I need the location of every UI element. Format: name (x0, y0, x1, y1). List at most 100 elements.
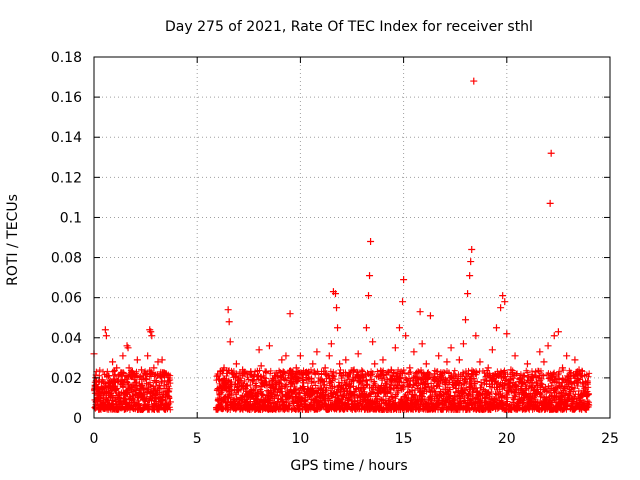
data-point (220, 364, 228, 372)
data-point (115, 390, 123, 398)
data-point (113, 364, 121, 372)
data-point (292, 364, 300, 372)
data-point (135, 380, 143, 388)
data-point (152, 378, 160, 386)
data-point (282, 352, 290, 360)
data-point (447, 344, 455, 352)
data-point (366, 272, 374, 280)
data-point (571, 356, 579, 364)
data-point (470, 77, 478, 85)
data-point (547, 149, 555, 157)
data-point (426, 312, 434, 320)
data-point (391, 344, 399, 352)
data-point (228, 370, 236, 378)
data-point (468, 246, 476, 254)
data-point (305, 370, 313, 378)
data-point (331, 290, 339, 298)
y-tick-label: 0 (73, 411, 82, 427)
data-point (346, 382, 354, 390)
data-point (567, 378, 575, 386)
data-point (338, 372, 346, 380)
data-point (214, 372, 222, 380)
data-point (507, 366, 515, 374)
x-tick-label: 10 (291, 431, 309, 447)
data-point (117, 370, 125, 378)
data-point (133, 356, 141, 364)
data-point (94, 384, 102, 392)
data-point (142, 370, 150, 378)
data-point (127, 384, 135, 392)
data-point (499, 292, 507, 300)
data-point (274, 372, 282, 380)
data-point (265, 342, 273, 350)
data-point (575, 366, 583, 374)
y-tick-label: 0.18 (51, 50, 82, 66)
data-point (222, 384, 230, 392)
y-tick-label: 0.08 (51, 251, 82, 267)
data-point (336, 360, 344, 368)
y-tick-label: 0.1 (60, 210, 82, 226)
data-point (162, 370, 170, 378)
data-point (296, 352, 304, 360)
data-point (544, 342, 552, 350)
data-point (480, 376, 488, 384)
data-point (317, 376, 325, 384)
data-point (230, 386, 238, 394)
data-point (583, 390, 591, 398)
y-tick-label: 0.14 (51, 130, 82, 146)
data-point (218, 378, 226, 386)
data-point (261, 378, 269, 386)
data-point (107, 382, 115, 390)
data-point (270, 384, 278, 392)
data-point (379, 356, 387, 364)
x-tick-label: 20 (498, 431, 516, 447)
x-tick-labels: 0 5 10 15 20 25 (90, 431, 619, 447)
data-point (540, 358, 548, 366)
data-point (100, 388, 108, 396)
plot-frame (93, 56, 611, 419)
data-point (225, 318, 233, 326)
y-tick-label: 0.06 (51, 291, 82, 307)
data-point (476, 358, 484, 366)
data-point (365, 292, 373, 300)
chart-title: Day 275 of 2021, Rate Of TEC Index for r… (165, 19, 533, 35)
data-point (466, 272, 474, 280)
data-point (488, 346, 496, 354)
data-point (121, 376, 129, 384)
data-point (550, 332, 558, 340)
data-point (503, 330, 511, 338)
data-point (532, 368, 540, 376)
data-point (119, 352, 127, 360)
data-point (402, 332, 410, 340)
data-point (124, 344, 132, 352)
data-point (156, 372, 164, 380)
data-point (232, 360, 240, 368)
data-point (399, 298, 407, 306)
data-point (333, 304, 341, 312)
data-point (387, 366, 395, 374)
data-point (519, 372, 527, 380)
grid-lines (94, 57, 610, 418)
data-point (147, 328, 155, 336)
data-point (369, 338, 377, 346)
data-point (96, 392, 104, 400)
data-point (140, 386, 148, 394)
data-point (111, 378, 119, 386)
data-point (375, 372, 383, 380)
data-point (224, 306, 232, 314)
data-point (101, 326, 109, 334)
data-point (325, 352, 333, 360)
data-point (431, 370, 439, 378)
data-point (158, 356, 166, 364)
data-point (327, 340, 335, 348)
data-point (536, 348, 544, 356)
x-tick-label: 5 (193, 431, 202, 447)
data-point (362, 324, 370, 332)
data-point (559, 364, 567, 372)
data-point (102, 332, 110, 340)
y-tick-label: 0.12 (51, 170, 82, 186)
data-point (251, 388, 259, 396)
data-point (257, 362, 265, 370)
data-point (278, 356, 286, 364)
